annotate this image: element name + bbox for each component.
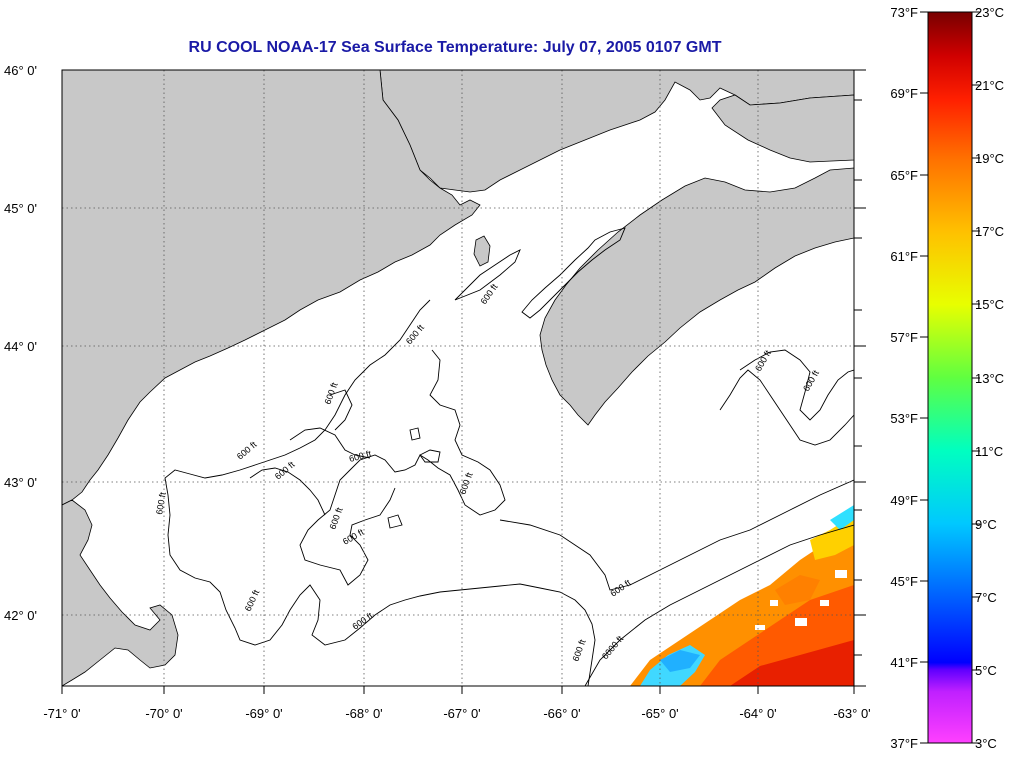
bathymetry-contours — [164, 227, 854, 686]
longitude-labels: -71° 0' -70° 0' -69° 0' -68° 0' -67° 0' … — [43, 706, 870, 721]
map-title: RU COOL NOAA-17 Sea Surface Temperature:… — [189, 39, 722, 56]
celsius-label: 17°C — [975, 224, 1004, 239]
sst-data-region — [630, 505, 854, 686]
lat-label: 45° 0' — [4, 201, 37, 216]
fahrenheit-label: 69°F — [890, 86, 918, 101]
lat-label: 43° 0' — [4, 475, 37, 490]
celsius-label: 11°C — [975, 444, 1003, 459]
land-cape-breton — [711, 94, 854, 163]
map-area: 600 ft 600 ft 600 ft 600 ft 600 ft 600 f… — [4, 63, 871, 721]
lon-label: -63° 0' — [833, 706, 870, 721]
land-island — [473, 235, 491, 267]
colorbar: 73°F 69°F 65°F 61°F 57°F 53°F 49°F 45°F … — [890, 5, 1004, 751]
celsius-label: 23°C — [975, 5, 1004, 20]
fahrenheit-label: 65°F — [890, 168, 918, 183]
lon-label: -64° 0' — [739, 706, 776, 721]
fahrenheit-label: 41°F — [890, 655, 918, 670]
land-massachusetts — [62, 499, 179, 686]
celsius-label: 3°C — [975, 736, 997, 751]
fahrenheit-label: 53°F — [890, 411, 918, 426]
fahrenheit-label: 57°F — [890, 330, 918, 345]
celsius-labels: 23°C 21°C 19°C 17°C 15°C 13°C 11°C 9°C 7… — [975, 5, 1004, 751]
colorbar-ticks — [920, 11, 980, 744]
fahrenheit-label: 49°F — [890, 493, 918, 508]
fahrenheit-labels: 73°F 69°F 65°F 61°F 57°F 53°F 49°F 45°F … — [890, 5, 918, 751]
celsius-label: 19°C — [975, 151, 1004, 166]
lon-label: -65° 0' — [641, 706, 678, 721]
fahrenheit-label: 61°F — [890, 249, 918, 264]
colorbar-gradient — [927, 11, 973, 744]
lat-label: 42° 0' — [4, 608, 37, 623]
axis-ticks — [61, 69, 866, 694]
celsius-label: 13°C — [975, 371, 1004, 386]
lon-label: -70° 0' — [145, 706, 182, 721]
lon-label: -69° 0' — [245, 706, 282, 721]
fahrenheit-label: 37°F — [890, 736, 918, 751]
latitude-labels: 46° 0' 45° 0' 44° 0' 43° 0' 42° 0' — [4, 63, 37, 623]
lon-label: -67° 0' — [443, 706, 480, 721]
celsius-label: 5°C — [975, 663, 997, 678]
contour-label: 600 ft — [154, 491, 168, 515]
land-maine-coast — [62, 70, 481, 506]
lon-label: -71° 0' — [43, 706, 80, 721]
celsius-label: 15°C — [975, 297, 1004, 312]
lon-label: -68° 0' — [345, 706, 382, 721]
celsius-label: 21°C — [975, 78, 1004, 93]
lon-label: -66° 0' — [543, 706, 580, 721]
lat-label: 46° 0' — [4, 63, 37, 78]
fahrenheit-label: 45°F — [890, 574, 918, 589]
celsius-label: 9°C — [975, 517, 997, 532]
celsius-label: 7°C — [975, 590, 997, 605]
land-nova-scotia — [539, 167, 854, 426]
fahrenheit-label: 73°F — [890, 5, 918, 20]
lat-label: 44° 0' — [4, 339, 37, 354]
